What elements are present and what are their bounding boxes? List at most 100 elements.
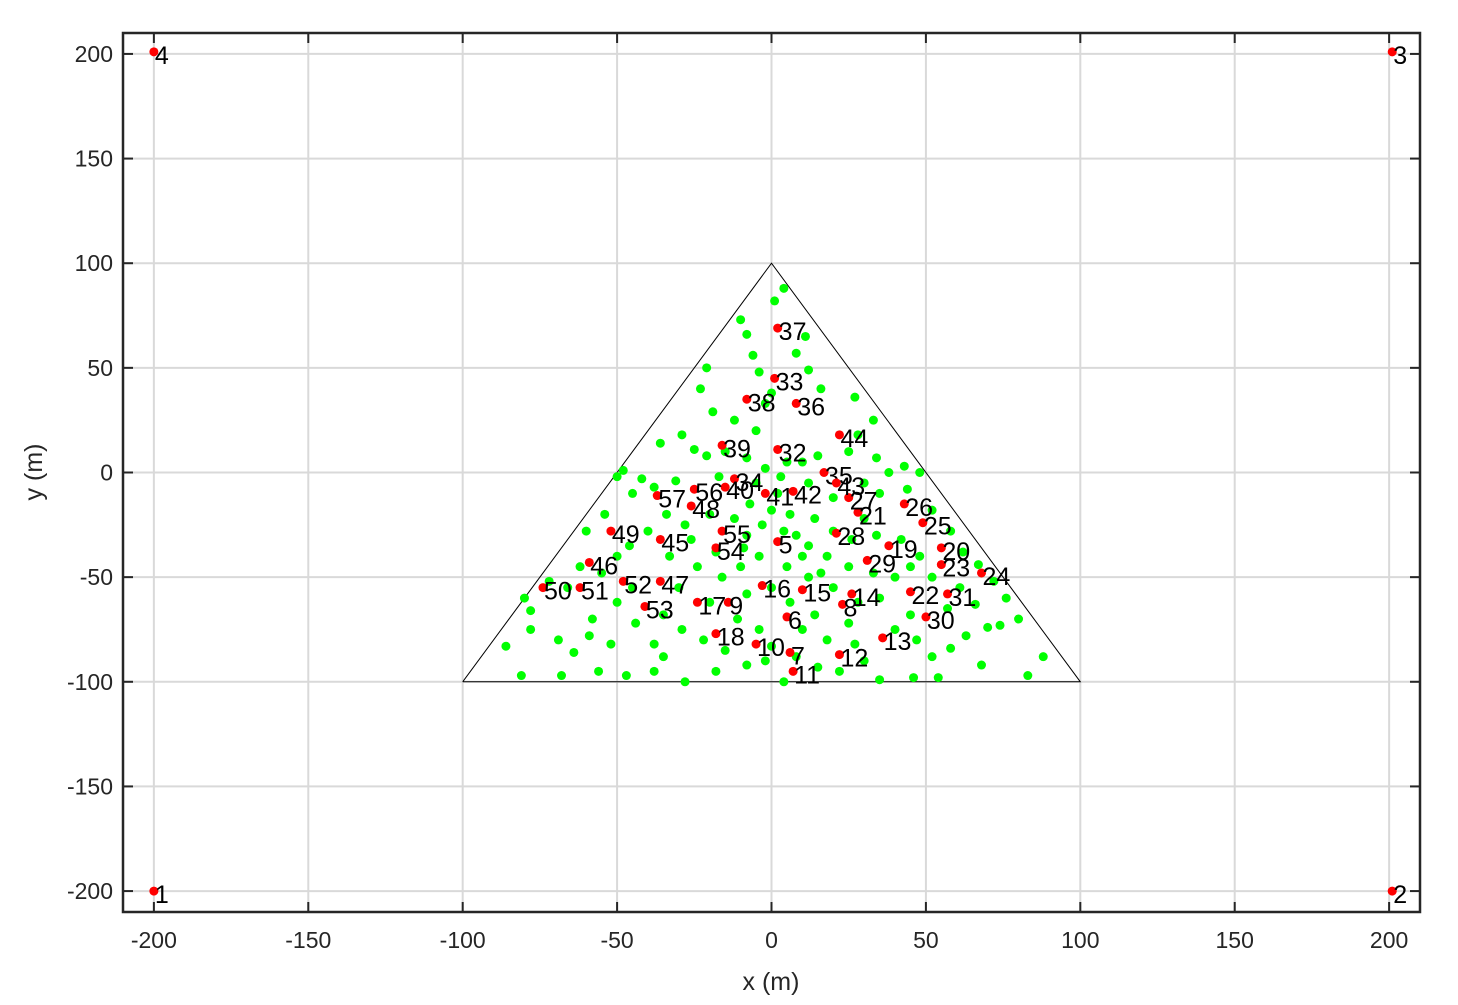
point xyxy=(674,583,684,593)
point xyxy=(779,283,789,293)
point xyxy=(943,604,953,614)
point xyxy=(770,296,780,306)
point-label: 3 xyxy=(1393,42,1407,70)
point xyxy=(909,673,919,683)
point xyxy=(773,488,783,498)
point xyxy=(717,440,727,450)
point xyxy=(729,415,739,425)
point xyxy=(822,551,832,561)
point xyxy=(905,587,915,597)
point xyxy=(955,583,965,593)
point xyxy=(871,453,881,463)
point xyxy=(844,493,854,503)
point xyxy=(859,656,869,666)
y-tick-label: 0 xyxy=(100,460,113,486)
point xyxy=(976,660,986,670)
point xyxy=(760,398,770,408)
point xyxy=(853,430,863,440)
point xyxy=(810,610,820,620)
point xyxy=(612,551,622,561)
point xyxy=(767,641,776,651)
point xyxy=(612,472,622,482)
point xyxy=(973,560,983,570)
point xyxy=(875,675,885,685)
point-label: 20 xyxy=(942,538,970,566)
point xyxy=(621,671,631,681)
point xyxy=(936,560,946,570)
point xyxy=(834,430,844,440)
point xyxy=(149,886,159,896)
point xyxy=(538,583,548,593)
point xyxy=(649,666,659,676)
point xyxy=(797,457,807,467)
point xyxy=(853,507,863,517)
point-label: 4 xyxy=(155,42,169,70)
point-label: 45 xyxy=(661,529,689,557)
point-label: 6 xyxy=(788,607,802,635)
point-label: 39 xyxy=(723,435,751,463)
point xyxy=(788,666,798,676)
point xyxy=(575,583,585,593)
point xyxy=(884,468,894,477)
point xyxy=(1387,47,1397,57)
point xyxy=(742,530,752,540)
point xyxy=(649,482,659,492)
point-label: 5 xyxy=(779,532,793,560)
point-label: 54 xyxy=(717,538,745,566)
point xyxy=(711,543,721,553)
point xyxy=(844,447,854,457)
point xyxy=(689,444,699,454)
point xyxy=(844,562,854,572)
point xyxy=(760,488,770,498)
point xyxy=(686,534,696,544)
point xyxy=(918,518,928,528)
point xyxy=(751,478,761,488)
point xyxy=(1001,593,1011,603)
point-label: 32 xyxy=(779,439,807,467)
point-label: 1 xyxy=(155,881,169,909)
y-tick-label: 150 xyxy=(75,146,113,172)
point xyxy=(748,350,758,360)
point xyxy=(767,388,776,398)
point xyxy=(797,624,807,634)
point-label: 33 xyxy=(776,368,804,396)
point xyxy=(519,593,529,603)
point xyxy=(896,534,906,544)
point-label: 9 xyxy=(729,592,743,620)
point xyxy=(989,576,999,586)
point xyxy=(834,666,844,676)
point xyxy=(729,514,739,524)
point xyxy=(816,384,826,394)
point-label: 51 xyxy=(581,578,609,606)
point-label: 53 xyxy=(646,596,674,624)
point xyxy=(760,463,770,473)
point xyxy=(875,488,885,498)
point xyxy=(878,633,888,643)
point xyxy=(773,537,783,547)
point xyxy=(822,635,832,645)
point xyxy=(834,650,844,660)
point xyxy=(553,635,563,645)
point xyxy=(705,509,715,519)
point-label: 26 xyxy=(905,494,933,522)
y-axis-label: y (m) xyxy=(20,444,48,501)
point xyxy=(695,384,705,394)
y-tick-label: 200 xyxy=(75,41,113,67)
point xyxy=(692,562,702,572)
point xyxy=(905,610,915,620)
point xyxy=(915,551,925,561)
point-label: 2 xyxy=(1393,881,1407,909)
point xyxy=(699,635,709,645)
point xyxy=(946,643,956,653)
point xyxy=(733,614,743,624)
point xyxy=(782,612,792,622)
point xyxy=(1023,671,1033,681)
point xyxy=(791,348,801,358)
point xyxy=(149,47,159,57)
point xyxy=(702,363,712,373)
point xyxy=(773,323,783,333)
point xyxy=(927,505,937,515)
point xyxy=(810,514,820,524)
point xyxy=(606,639,616,649)
point xyxy=(890,624,900,634)
